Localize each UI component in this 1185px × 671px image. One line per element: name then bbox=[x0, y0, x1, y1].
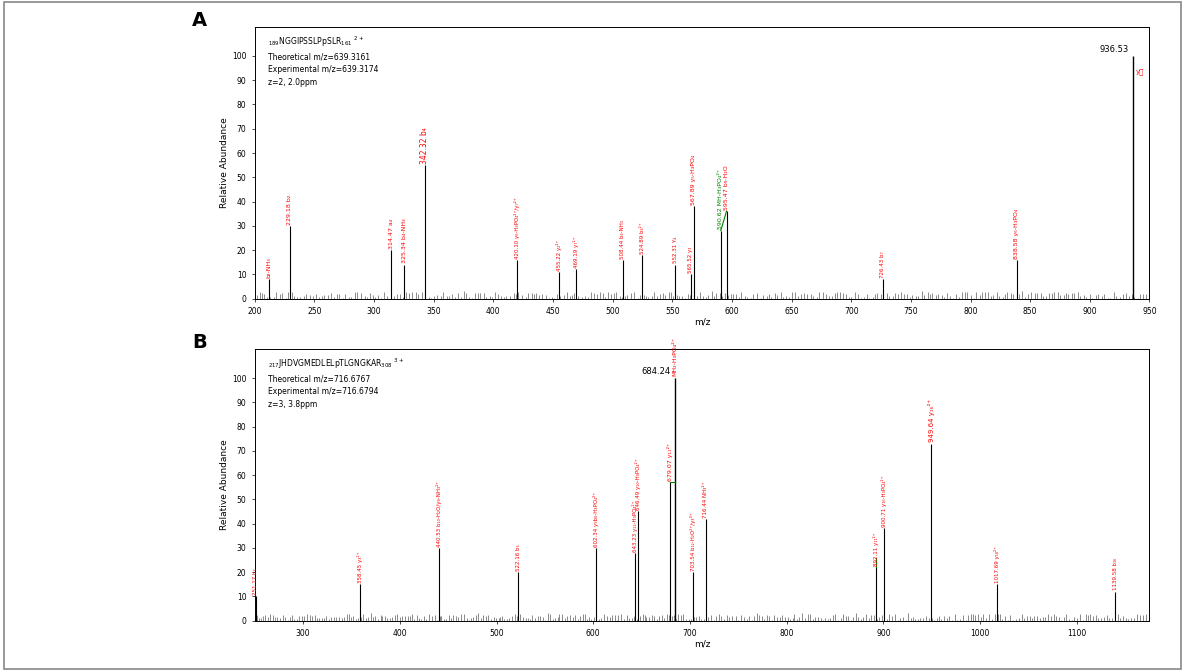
Text: 726.43 b₇: 726.43 b₇ bbox=[880, 251, 885, 278]
Text: 567.89 y₅-H₃PO₄: 567.89 y₅-H₃PO₄ bbox=[691, 155, 696, 205]
Text: 892.11 y₁₁²⁺: 892.11 y₁₁²⁺ bbox=[873, 533, 879, 566]
Text: 229.18 b₂: 229.18 b₂ bbox=[287, 195, 292, 225]
Y-axis label: Relative Abundance: Relative Abundance bbox=[220, 440, 229, 530]
Text: 552.31 Y₄: 552.31 Y₄ bbox=[673, 237, 678, 264]
Text: 684.24: 684.24 bbox=[642, 366, 671, 376]
Text: 325.34 b₄-NH₃: 325.34 b₄-NH₃ bbox=[402, 219, 406, 264]
Text: 565.52 y₃: 565.52 y₃ bbox=[688, 247, 693, 273]
Text: 590.62 MH-H₃PO₄²⁺: 590.62 MH-H₃PO₄²⁺ bbox=[718, 169, 723, 229]
Text: y⁳: y⁳ bbox=[1135, 68, 1145, 74]
Text: A: A bbox=[192, 11, 207, 30]
Y-axis label: Relative Abundance: Relative Abundance bbox=[220, 117, 229, 208]
Text: 595.47 b₉-H₂O: 595.47 b₉-H₂O bbox=[724, 165, 729, 210]
X-axis label: m/z: m/z bbox=[694, 317, 710, 326]
X-axis label: m/z: m/z bbox=[694, 639, 710, 648]
Text: 703.54 b₁₂-H₂O²⁺/y₃³⁺: 703.54 b₁₂-H₂O²⁺/y₃³⁺ bbox=[691, 512, 697, 571]
Text: 469.19 y₇²⁺: 469.19 y₇²⁺ bbox=[572, 237, 579, 268]
Text: 524.89 b₆²⁺: 524.89 b₆²⁺ bbox=[640, 222, 645, 254]
Text: 643.23 y₁₁-H₃PO₄²⁺: 643.23 y₁₁-H₃PO₄²⁺ bbox=[632, 500, 638, 552]
Text: 522.16 b₅: 522.16 b₅ bbox=[515, 544, 520, 571]
Text: 838.58 y₆-H₃PO₄: 838.58 y₆-H₃PO₄ bbox=[1014, 208, 1019, 258]
Text: 936.53: 936.53 bbox=[1100, 44, 1128, 54]
Text: 646.49 y₁₀-H₃PO₄²⁺: 646.49 y₁₀-H₃PO₄²⁺ bbox=[635, 459, 641, 510]
Text: 1017.69 y₁₈²⁺: 1017.69 y₁₈²⁺ bbox=[994, 546, 1000, 583]
Text: 1139.58 b₁₆: 1139.58 b₁₆ bbox=[1113, 558, 1117, 590]
Text: 455.22 y₂²⁺: 455.22 y₂²⁺ bbox=[556, 240, 562, 270]
Text: $_{189}$NGGIPSSLPpSLR$_{161}$ $^{2+}$
Theoretical m/z=639.3161
Experimental m/z=: $_{189}$NGGIPSSLPpSLR$_{161}$ $^{2+}$ Th… bbox=[268, 35, 379, 87]
Text: 420.10 y₆-H₃PO₄²⁺/y₇²⁺: 420.10 y₆-H₃PO₄²⁺/y₇²⁺ bbox=[514, 197, 520, 258]
Text: 949.64 y₁₆²⁺: 949.64 y₁₆²⁺ bbox=[928, 399, 935, 442]
Text: $_{217}$JHDVGMEDLELpTLGNGKAR$_{308}$ $^{3+}$
Theoretical m/z=716.6767
Experiment: $_{217}$JHDVGMEDLELpTLGNGKAR$_{308}$ $^{… bbox=[268, 357, 404, 409]
Text: B: B bbox=[192, 333, 207, 352]
Text: 602.34 y₉b₀-H₃PO₄²⁺: 602.34 y₉b₀-H₃PO₄²⁺ bbox=[592, 491, 598, 547]
Text: 342.32 b₄: 342.32 b₄ bbox=[419, 127, 429, 164]
Text: 251.17 b₃: 251.17 b₃ bbox=[254, 568, 258, 595]
Text: 358.45 y₃²⁺: 358.45 y₃²⁺ bbox=[357, 552, 363, 583]
Text: MH₂-H₃PO₄²⁺: MH₂-H₃PO₄²⁺ bbox=[672, 337, 678, 376]
Text: 314.47 a₄: 314.47 a₄ bbox=[389, 219, 393, 249]
Text: 679.07 y₁₁²⁺: 679.07 y₁₁²⁺ bbox=[667, 443, 673, 481]
Text: 440.53 b₁₀-H₂O/y₈-NH₃²⁺: 440.53 b₁₀-H₂O/y₈-NH₃²⁺ bbox=[436, 480, 442, 547]
Text: 716.44 NH₃²⁺: 716.44 NH₃²⁺ bbox=[704, 481, 709, 517]
Text: b₂-NH₃: b₂-NH₃ bbox=[267, 257, 271, 278]
Text: 900.71 y₁₆-H₃PO₄²⁺: 900.71 y₁₆-H₃PO₄²⁺ bbox=[882, 476, 888, 527]
Text: 508.44 b₆-NH₃: 508.44 b₆-NH₃ bbox=[620, 219, 626, 258]
